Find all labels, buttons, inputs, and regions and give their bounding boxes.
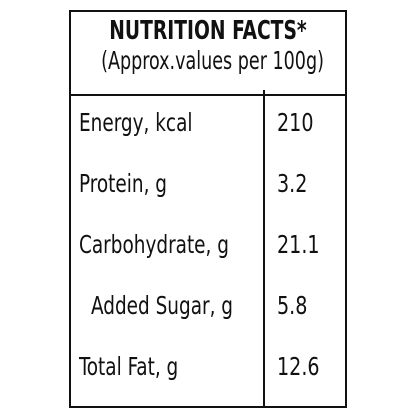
table-row: Protein, g 3.2: [71, 155, 345, 215]
table-row: Carbohydrate, g 21.1: [71, 216, 345, 276]
nutrient-value: 3.2: [277, 169, 308, 198]
nutrition-panel: NUTRITION FACTS* (Approx.values per 100g…: [69, 10, 347, 408]
header: NUTRITION FACTS* (Approx.values per 100g…: [71, 16, 345, 96]
nutrient-label: Protein, g: [79, 169, 167, 198]
column-divider: [263, 90, 265, 406]
nutrient-label: Energy, kcal: [79, 108, 193, 137]
nutrient-value: 12.6: [277, 352, 320, 381]
nutrient-label: Total Fat, g: [79, 352, 179, 381]
table-row: Energy, kcal 210: [71, 94, 345, 154]
subtitle: (Approx.values per 100g): [101, 46, 324, 75]
nutrient-value: 5.8: [277, 291, 308, 320]
table-row: Total Fat, g 12.6: [71, 338, 345, 398]
nutrient-label: Carbohydrate, g: [79, 230, 229, 259]
nutrient-value: 210: [277, 108, 314, 137]
nutrient-label: Added Sugar, g: [91, 291, 234, 320]
nutrient-value: 21.1: [277, 230, 320, 259]
table-row: Added Sugar, g 5.8: [71, 277, 345, 337]
title: NUTRITION FACTS*: [109, 16, 307, 46]
